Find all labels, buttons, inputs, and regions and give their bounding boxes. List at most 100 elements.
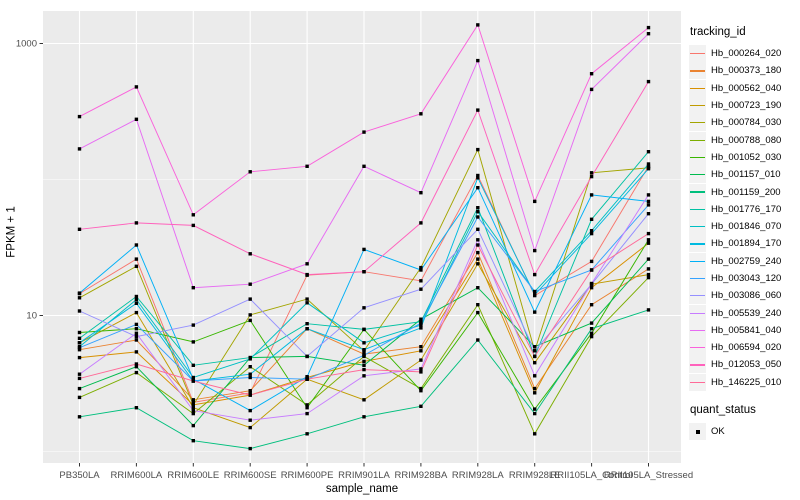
legend-label: Hb_001052_030 (711, 151, 782, 163)
data-point-Hb_000788_080 (419, 386, 423, 391)
data-point-Hb_000562_040 (533, 391, 537, 395)
data-point-Hb_001157_010 (476, 286, 480, 290)
legend-line-icon (690, 312, 705, 314)
legend-entry: Hb_003043_120 (689, 270, 799, 287)
data-point-Hb_003043_120 (77, 346, 82, 350)
data-point-Hb_002759_240 (191, 377, 195, 381)
data-point-Hb_002759_240 (305, 375, 309, 379)
data-point-Hb_003086_060 (362, 306, 366, 310)
plot-panel (43, 11, 681, 463)
data-point-Hb_005841_040 (419, 191, 423, 195)
legend-quant-status-block: quant_status OK (689, 404, 799, 441)
data-point-Hb_003043_120 (134, 322, 139, 327)
legend-entry: Hb_001894_170 (689, 235, 799, 253)
data-point-Hb_001846_070 (589, 229, 594, 233)
legend-line-icon (690, 70, 705, 72)
legend-key-swatch (689, 339, 706, 357)
data-point-Hb_001776_170 (191, 363, 195, 367)
data-point-Hb_001894_170 (362, 348, 366, 352)
data-point-Hb_001894_170 (419, 326, 423, 330)
legend-entry: Hb_146225_010 (689, 373, 799, 391)
legend-line-icon (690, 122, 705, 124)
data-point-Hb_012053_050 (248, 252, 252, 256)
data-point-Hb_000723_190 (362, 398, 366, 402)
data-point-Hb_000562_040 (134, 350, 139, 354)
data-point-Hb_000784_030 (134, 264, 139, 268)
data-point-Hb_001157_010 (362, 363, 366, 367)
data-point-Hb_001157_010 (646, 257, 651, 261)
legend-entry: Hb_005841_040 (689, 321, 799, 339)
legend-entry: Hb_000562_040 (689, 79, 799, 97)
data-point-Hb_001894_170 (589, 231, 594, 236)
data-point-Hb_005841_040 (191, 286, 195, 290)
legend-key-ok (689, 423, 706, 441)
data-point-Hb_012053_050 (646, 79, 651, 84)
data-point-Hb_001159_200 (533, 411, 537, 416)
data-point-Hb_146225_010 (191, 379, 195, 383)
data-point-Hb_005539_240 (362, 374, 366, 378)
data-point-Hb_001776_170 (476, 206, 480, 210)
data-point-Hb_001894_170 (134, 301, 139, 305)
data-point-Hb_012053_050 (476, 108, 480, 112)
data-point-Hb_002759_240 (419, 268, 423, 272)
legend-entry: Hb_000788_080 (689, 131, 799, 149)
data-point-Hb_001052_030 (476, 310, 480, 315)
data-point-Hb_001157_010 (134, 365, 139, 369)
data-point-Hb_000784_030 (476, 147, 480, 152)
data-point-Hb_001157_010 (589, 321, 594, 325)
data-point-Hb_012053_050 (533, 272, 537, 277)
legend-line-icon (690, 53, 705, 55)
legend-label-ok: OK (711, 426, 725, 438)
data-point-Hb_005841_040 (589, 87, 594, 92)
data-point-Hb_000562_040 (646, 241, 651, 245)
data-point-Hb_000373_180 (589, 303, 594, 307)
legend-line-icon (690, 243, 705, 245)
legend-entry: Hb_000264_020 (689, 45, 799, 63)
data-point-Hb_000373_180 (191, 398, 195, 402)
data-point-Hb_000264_020 (248, 391, 252, 395)
data-point-Hb_001846_070 (248, 357, 252, 361)
data-point-Hb_000784_030 (248, 313, 252, 317)
data-point-Hb_012053_050 (134, 221, 139, 225)
legend-key-swatch (689, 235, 706, 253)
legend-line-icon (690, 381, 705, 383)
data-point-Hb_003043_120 (362, 353, 366, 357)
legend-label: Hb_005841_040 (711, 324, 782, 336)
legend-key-swatch (689, 114, 706, 132)
legend-line-icon (690, 208, 705, 210)
data-point-Hb_002759_240 (248, 408, 252, 413)
data-point-Hb_146225_010 (77, 376, 82, 381)
legend-label: Hb_146225_010 (711, 376, 782, 388)
data-point-Hb_005841_040 (533, 248, 537, 253)
data-point-Hb_001159_200 (589, 327, 594, 331)
data-point-Hb_000788_080 (646, 275, 651, 280)
legend-entry: Hb_005539_240 (689, 304, 799, 322)
data-point-Hb_003086_060 (77, 309, 82, 313)
data-point-Hb_003086_060 (646, 212, 651, 216)
data-point-Hb_001894_170 (248, 372, 252, 376)
legend-line-icon (690, 277, 705, 280)
data-point-Hb_000264_020 (476, 173, 480, 178)
data-point-Hb_146225_010 (646, 231, 651, 236)
data-point-Hb_001846_070 (476, 210, 480, 214)
data-point-Hb_003043_120 (646, 203, 651, 207)
data-point-Hb_000562_040 (77, 355, 82, 360)
data-point-Hb_006594_020 (646, 25, 651, 30)
legend-label: Hb_003086_060 (711, 290, 782, 302)
data-point-Hb_000373_180 (77, 348, 82, 352)
legend-key-swatch (689, 97, 706, 115)
x-tick-label: RRIM600LA (111, 470, 163, 481)
data-point-Hb_000788_080 (191, 411, 195, 416)
data-point-Hb_012053_050 (191, 223, 195, 228)
legend-key-swatch (689, 131, 706, 149)
data-point-Hb_000373_180 (476, 250, 480, 255)
data-point-Hb_002759_240 (134, 243, 139, 247)
data-point-Hb_006594_020 (419, 112, 423, 116)
data-point-Hb_000264_020 (191, 400, 195, 404)
data-point-Hb_006594_020 (248, 170, 252, 174)
data-point-Hb_000788_080 (248, 365, 252, 369)
legend-line-icon (690, 226, 705, 228)
data-point-Hb_001846_070 (134, 297, 139, 302)
legend-entry: Hb_002759_240 (689, 252, 799, 270)
data-point-Hb_000788_080 (305, 403, 309, 407)
